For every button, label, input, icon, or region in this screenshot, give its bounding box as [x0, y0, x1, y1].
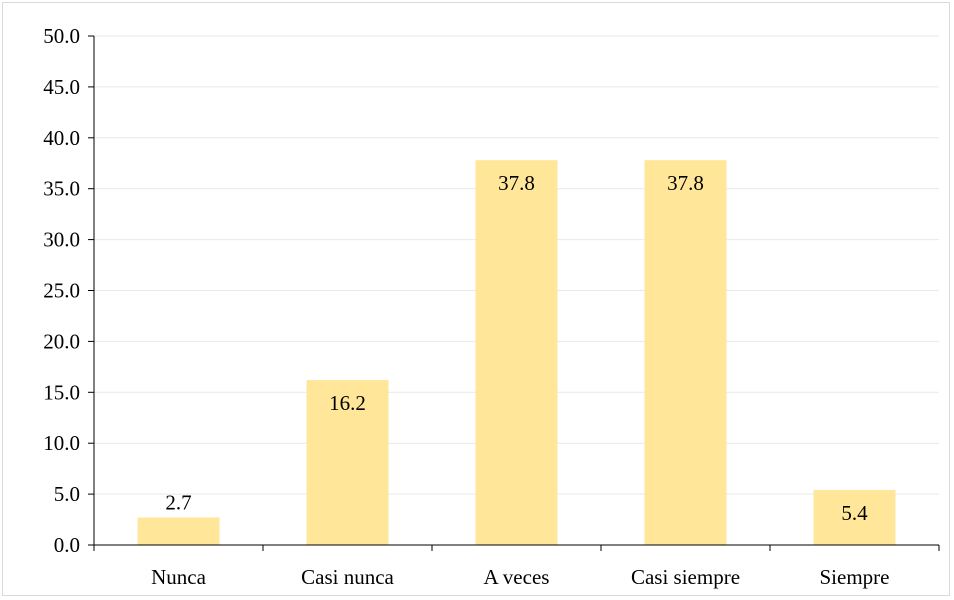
x-category-label: Casi siempre	[631, 565, 740, 589]
y-tick-label: 10.0	[43, 431, 80, 455]
y-tick-label: 15.0	[43, 380, 80, 404]
y-tick-label: 5.0	[54, 482, 80, 506]
data-label: 16.2	[329, 391, 366, 415]
y-tick-label: 40.0	[43, 126, 80, 150]
bar-casi-nunca	[306, 380, 389, 545]
data-label: 37.8	[498, 171, 535, 195]
bar-casi-siempre	[644, 160, 727, 546]
data-label: 2.7	[165, 491, 191, 515]
y-tick-label: 50.0	[43, 24, 80, 48]
x-category-label: A veces	[484, 565, 550, 589]
x-category-label: Nunca	[151, 565, 206, 589]
x-category-label: Casi nunca	[301, 565, 394, 589]
data-label: 37.8	[667, 171, 704, 195]
bar-siempre	[813, 490, 896, 545]
bar-a-veces	[475, 160, 558, 546]
y-tick-label: 20.0	[43, 329, 80, 353]
y-tick-label: 45.0	[43, 75, 80, 99]
y-tick-label: 30.0	[43, 228, 80, 252]
y-tick-label: 0.0	[54, 533, 80, 557]
bar-nunca	[137, 517, 220, 545]
y-tick-label: 35.0	[43, 177, 80, 201]
data-label: 5.4	[841, 501, 868, 525]
x-category-label: Siempre	[820, 565, 890, 589]
y-tick-label: 25.0	[43, 279, 80, 303]
